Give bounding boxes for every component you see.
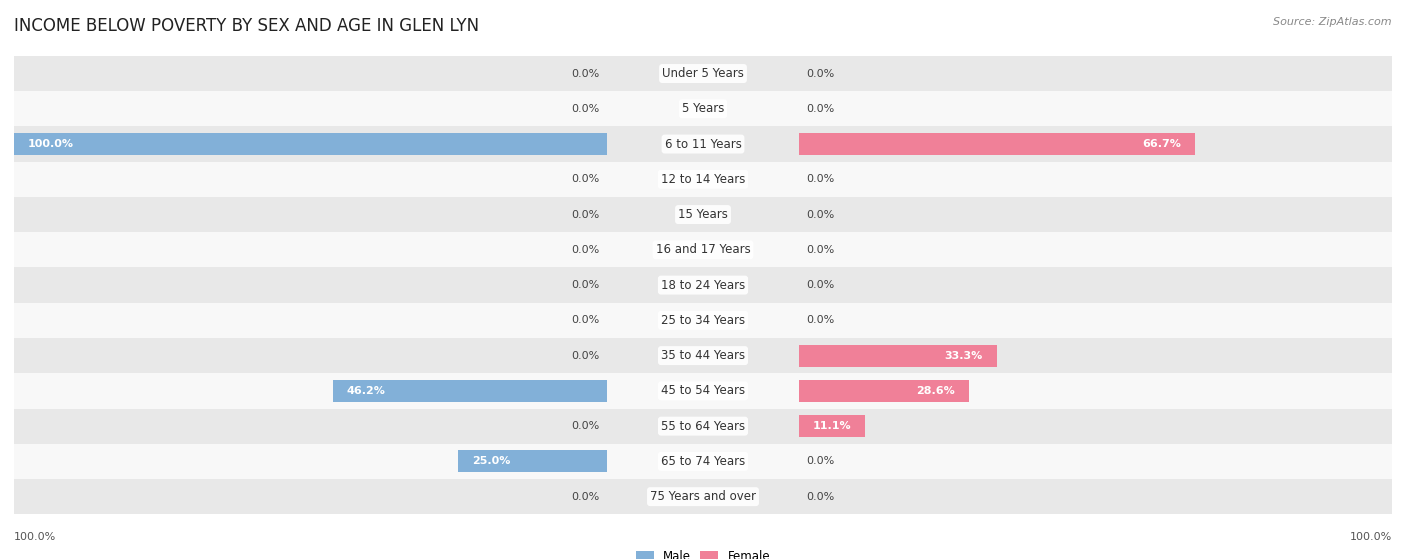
Bar [14, 126, 1392, 162]
Text: 0.0%: 0.0% [807, 69, 835, 78]
Bar [333, 380, 606, 402]
Bar [800, 380, 969, 402]
Text: 0.0%: 0.0% [571, 69, 599, 78]
Text: 15 Years: 15 Years [678, 208, 728, 221]
Text: 0.0%: 0.0% [807, 492, 835, 501]
Text: 100.0%: 100.0% [14, 532, 56, 542]
Bar [14, 162, 1392, 197]
Text: 0.0%: 0.0% [807, 456, 835, 466]
Text: 100.0%: 100.0% [1350, 532, 1392, 542]
Text: INCOME BELOW POVERTY BY SEX AND AGE IN GLEN LYN: INCOME BELOW POVERTY BY SEX AND AGE IN G… [14, 17, 479, 35]
Text: 0.0%: 0.0% [807, 174, 835, 184]
Text: 28.6%: 28.6% [917, 386, 955, 396]
Text: 0.0%: 0.0% [571, 210, 599, 220]
Bar [14, 303, 1392, 338]
Text: Source: ZipAtlas.com: Source: ZipAtlas.com [1274, 17, 1392, 27]
Text: 0.0%: 0.0% [571, 104, 599, 114]
Text: 33.3%: 33.3% [945, 350, 983, 361]
Text: 25 to 34 Years: 25 to 34 Years [661, 314, 745, 327]
Bar [800, 345, 997, 367]
Bar [14, 197, 1392, 232]
Text: 16 and 17 Years: 16 and 17 Years [655, 243, 751, 257]
Bar [800, 133, 1195, 155]
Bar [14, 338, 1392, 373]
Bar [14, 91, 1392, 126]
Text: 0.0%: 0.0% [571, 350, 599, 361]
Text: 0.0%: 0.0% [571, 280, 599, 290]
Text: 0.0%: 0.0% [807, 210, 835, 220]
Bar [14, 267, 1392, 303]
Bar [800, 415, 865, 437]
Bar [14, 373, 1392, 409]
Text: 11.1%: 11.1% [813, 421, 852, 431]
Bar [14, 444, 1392, 479]
Text: 0.0%: 0.0% [571, 174, 599, 184]
Text: 65 to 74 Years: 65 to 74 Years [661, 455, 745, 468]
Text: 35 to 44 Years: 35 to 44 Years [661, 349, 745, 362]
Text: 0.0%: 0.0% [807, 280, 835, 290]
Legend: Male, Female: Male, Female [631, 546, 775, 559]
Text: 45 to 54 Years: 45 to 54 Years [661, 385, 745, 397]
Bar [14, 232, 1392, 267]
Bar [14, 409, 1392, 444]
Text: 0.0%: 0.0% [571, 315, 599, 325]
Text: 25.0%: 25.0% [472, 456, 510, 466]
Bar [14, 56, 1392, 91]
Text: 0.0%: 0.0% [807, 245, 835, 255]
Text: 0.0%: 0.0% [571, 421, 599, 431]
Text: 12 to 14 Years: 12 to 14 Years [661, 173, 745, 186]
Text: 100.0%: 100.0% [28, 139, 75, 149]
Text: 0.0%: 0.0% [571, 245, 599, 255]
Bar [14, 133, 606, 155]
Text: Under 5 Years: Under 5 Years [662, 67, 744, 80]
Text: 66.7%: 66.7% [1142, 139, 1181, 149]
Text: 75 Years and over: 75 Years and over [650, 490, 756, 503]
Text: 0.0%: 0.0% [571, 492, 599, 501]
Text: 5 Years: 5 Years [682, 102, 724, 115]
Text: 18 to 24 Years: 18 to 24 Years [661, 278, 745, 292]
Text: 46.2%: 46.2% [347, 386, 385, 396]
Text: 0.0%: 0.0% [807, 315, 835, 325]
Bar [14, 479, 1392, 514]
Text: 6 to 11 Years: 6 to 11 Years [665, 138, 741, 150]
Text: 0.0%: 0.0% [807, 104, 835, 114]
Bar [458, 451, 606, 472]
Text: 55 to 64 Years: 55 to 64 Years [661, 420, 745, 433]
